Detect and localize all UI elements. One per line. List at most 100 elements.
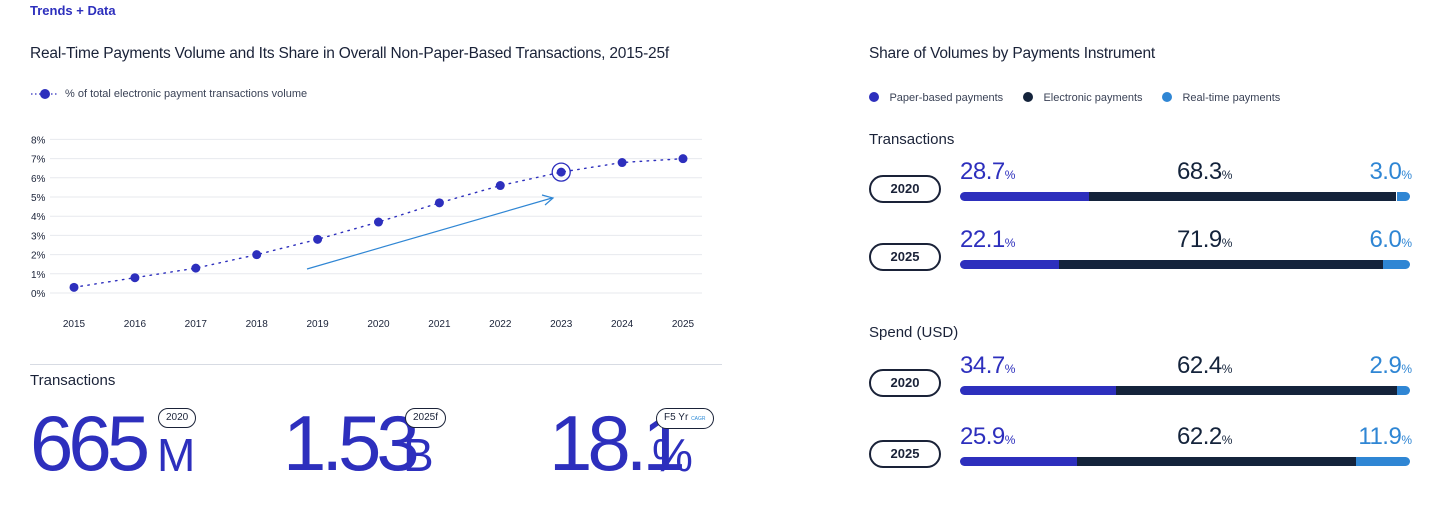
bar-segment-realtime — [1356, 457, 1410, 466]
data-point — [69, 282, 79, 292]
electronic-pct-value: 62.4 — [1177, 352, 1222, 379]
legend-item-electronic: Electronic payments — [1023, 88, 1143, 106]
paper-dot-icon — [869, 91, 879, 102]
data-point — [130, 273, 140, 283]
x-tick-label: 2025 — [672, 319, 695, 330]
realtime-dot-icon — [1162, 91, 1172, 102]
share-chart-title: Share of Volumes by Payments Instrument — [869, 45, 1155, 62]
electronic-pct-value: 62.2 — [1177, 423, 1222, 450]
realtime-pct: 6.0% — [1369, 228, 1412, 252]
line-chart-title: Real-Time Payments Volume and Its Share … — [30, 45, 669, 62]
bar-segment-paper — [960, 386, 1117, 395]
trend-arrow — [306, 197, 553, 270]
share-row-transactions-2025: 2025 22.1% 71.9% 6.0% — [869, 226, 1414, 272]
electronic-pct: 62.2% — [1177, 425, 1232, 449]
stat-2025f: 1.53 B 2025f — [283, 398, 523, 482]
legend-dot-line-icon — [31, 89, 59, 99]
bar-segment-realtime — [1383, 260, 1410, 269]
x-tick-label: 2023 — [550, 319, 573, 330]
cagr-pill-label: F5 Yr — [664, 412, 689, 423]
y-tick-label: 8% — [31, 135, 46, 146]
electronic-dot-icon — [1023, 91, 1033, 102]
paper-pct: 34.7% — [960, 354, 1015, 378]
stat-year-pill: 2025f — [405, 408, 447, 428]
electronic-pct: 62.4% — [1177, 354, 1232, 378]
y-tick-label: 5% — [31, 193, 46, 204]
data-point — [313, 234, 323, 244]
electronic-pct-value: 68.3 — [1177, 158, 1222, 185]
x-tick-label: 2019 — [306, 319, 329, 330]
paper-pct-value: 34.7 — [960, 352, 1005, 379]
pct-symbol: % — [1221, 168, 1233, 182]
pct-symbol: % — [1221, 236, 1233, 250]
bar-segment-paper — [960, 192, 1090, 201]
paper-pct-value: 22.1 — [960, 226, 1005, 253]
realtime-pct: 3.0% — [1369, 160, 1412, 184]
stat-cagr-pill: F5 Yr CAGR — [656, 408, 714, 429]
line-legend-label: % of total electronic payment transactio… — [65, 88, 308, 100]
share-row-spend-2025: 2025 25.9% 62.2% 11.9% — [869, 423, 1414, 469]
bar-segment-electronic — [1076, 457, 1357, 466]
year-pill: 2025 — [869, 440, 941, 468]
share-row-transactions-2020: 2020 28.7% 68.3% 3.0% — [869, 158, 1414, 204]
year-pill: 2020 — [869, 175, 941, 203]
stat-unit: % — [652, 429, 693, 481]
pct-symbol: % — [1221, 362, 1233, 376]
pct-symbol: % — [1401, 236, 1412, 250]
y-tick-label: 2% — [31, 251, 46, 262]
trend-arrow-head — [541, 194, 555, 206]
paper-pct: 22.1% — [960, 228, 1015, 252]
x-tick-label: 2015 — [63, 319, 86, 330]
pct-symbol: % — [1004, 362, 1016, 376]
stacked-bar — [960, 386, 1410, 395]
line-chart: 0% 1% 2% 3% 4% 5% 6% 7% 8% 2015 2016 2017 2018 2019 20… — [31, 135, 702, 330]
x-tick-label: 2018 — [246, 319, 269, 330]
y-tick-label: 6% — [31, 174, 46, 185]
x-tick-label: 2024 — [611, 319, 634, 330]
realtime-pct-value: 3.0 — [1369, 158, 1402, 185]
divider — [30, 364, 722, 365]
realtime-pct: 2.9% — [1369, 354, 1412, 378]
realtime-pct: 11.9% — [1358, 425, 1412, 449]
data-point — [617, 158, 627, 168]
bar-segment-electronic — [1116, 386, 1397, 395]
pct-symbol: % — [1004, 236, 1016, 250]
x-tick-label: 2016 — [124, 319, 147, 330]
bar-segment-realtime — [1396, 192, 1410, 201]
stat-cagr: 18.1 % F5 Yr CAGR — [549, 398, 729, 482]
pct-symbol: % — [1004, 168, 1016, 182]
realtime-pct-value: 2.9 — [1369, 352, 1402, 379]
x-tick-label: 2020 — [367, 319, 390, 330]
cagr-pill-sub: CAGR — [691, 416, 706, 422]
pct-symbol: % — [1401, 433, 1412, 447]
stat-unit: B — [403, 429, 434, 481]
pct-symbol: % — [1004, 433, 1016, 447]
stat-2020: 665 M 2020 — [30, 398, 270, 482]
paper-pct: 25.9% — [960, 425, 1015, 449]
pct-symbol: % — [1401, 168, 1412, 182]
stacked-bar — [960, 192, 1410, 201]
share-row-spend-2020: 2020 34.7% 62.4% 2.9% — [869, 352, 1414, 398]
highlight-ring — [551, 162, 571, 182]
x-tick-label: 2021 — [428, 319, 451, 330]
bar-segment-electronic — [1089, 192, 1397, 201]
y-tick-label: 7% — [31, 155, 46, 166]
stat-year-pill: 2020 — [158, 408, 197, 428]
realtime-pct-value: 6.0 — [1369, 226, 1402, 253]
data-point — [374, 217, 383, 227]
stat-value: 1.53 — [283, 399, 420, 487]
group-label-transactions: Transactions — [869, 131, 955, 148]
data-point — [678, 154, 688, 164]
legend-label-paper: Paper-based payments — [889, 92, 1004, 104]
group-label-spend: Spend (USD) — [869, 324, 959, 341]
y-tick-label: 1% — [31, 270, 46, 281]
paper-pct-value: 28.7 — [960, 158, 1005, 185]
x-tick-label: 2017 — [185, 319, 208, 330]
y-tick-label: 0% — [31, 289, 46, 300]
bar-segment-paper — [960, 260, 1060, 269]
electronic-pct: 71.9% — [1177, 228, 1232, 252]
data-point — [556, 167, 566, 177]
stat-value: 665 — [30, 399, 150, 487]
brand-label: Trends + Data — [30, 3, 116, 18]
data-point — [434, 198, 444, 208]
